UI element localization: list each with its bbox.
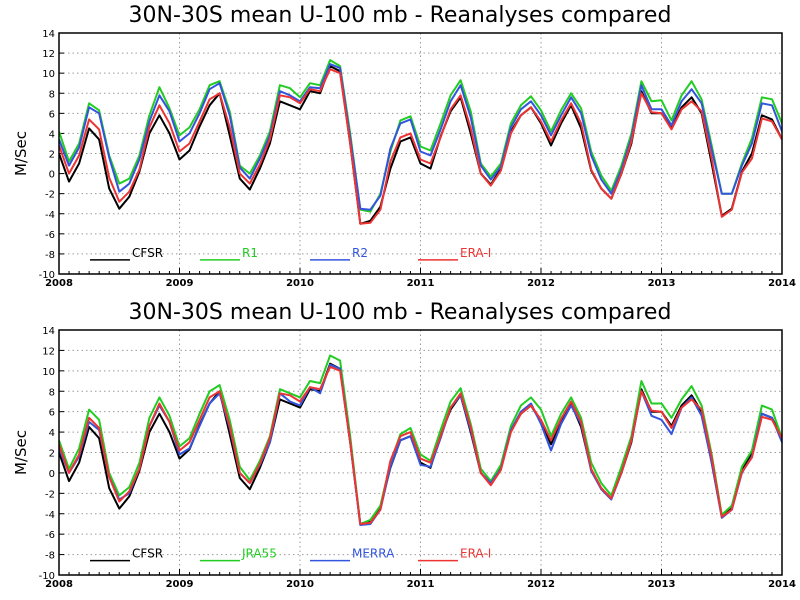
y-tick-label: 0 bbox=[49, 469, 55, 480]
y-tick-label: -4 bbox=[45, 210, 55, 221]
legend-label: JRA55 bbox=[241, 547, 277, 561]
x-tick-label: 2014 bbox=[768, 579, 796, 590]
series-line-r2 bbox=[59, 63, 782, 211]
legend-label: R2 bbox=[352, 246, 368, 260]
y-tick-label: -2 bbox=[45, 190, 55, 201]
chart-title: 30N-30S mean U-100 mb - Reanalyses compa… bbox=[129, 300, 672, 325]
x-tick-label: 2012 bbox=[527, 278, 555, 289]
x-tick-label: 2013 bbox=[648, 278, 676, 289]
y-tick-label: 12 bbox=[42, 49, 55, 60]
x-tick-label: 2008 bbox=[45, 278, 73, 289]
y-tick-label: 0 bbox=[49, 170, 55, 181]
y-tick-label: 12 bbox=[42, 346, 55, 357]
legend-label: ERA-I bbox=[460, 246, 491, 260]
legend-label: ERA-I bbox=[460, 547, 491, 561]
y-tick-label: -4 bbox=[45, 510, 55, 521]
y-tick-label: 8 bbox=[49, 89, 55, 100]
y-tick-label: -8 bbox=[45, 551, 55, 562]
y-tick-label: -2 bbox=[45, 489, 55, 500]
y-tick-label: 6 bbox=[49, 109, 55, 120]
x-tick-label: 2010 bbox=[286, 278, 314, 289]
chart-panel-2: 30N-30S mean U-100 mb - Reanalyses compa… bbox=[12, 300, 796, 590]
y-tick-label: 2 bbox=[49, 449, 55, 460]
series-group bbox=[59, 59, 782, 225]
series-group bbox=[59, 354, 782, 526]
legend-label: CFSR bbox=[132, 547, 163, 561]
y-tick-label: 8 bbox=[49, 387, 55, 398]
x-tick-label: 2008 bbox=[45, 579, 73, 590]
y-axis-label: M/Sec bbox=[12, 131, 30, 176]
x-tick-label: 2010 bbox=[286, 579, 314, 590]
legend-label: CFSR bbox=[132, 246, 163, 260]
series-line-era-i bbox=[59, 68, 782, 225]
y-tick-label: 14 bbox=[42, 326, 55, 337]
y-tick-label: 4 bbox=[49, 428, 55, 439]
y-axis-label: M/Sec bbox=[12, 430, 30, 475]
legend-label: R1 bbox=[242, 246, 258, 260]
y-tick-label: 2 bbox=[49, 150, 55, 161]
x-tick-label: 2009 bbox=[166, 579, 194, 590]
y-tick-label: 6 bbox=[49, 408, 55, 419]
y-tick-label: 10 bbox=[42, 69, 55, 80]
x-tick-label: 2014 bbox=[768, 278, 796, 289]
y-tick-label: -6 bbox=[45, 230, 55, 241]
y-tick-label: 14 bbox=[42, 29, 55, 40]
series-line-r1 bbox=[59, 59, 782, 213]
y-tick-label: -6 bbox=[45, 530, 55, 541]
series-line-era-i bbox=[59, 365, 782, 525]
series-line-cfsr bbox=[59, 362, 782, 525]
x-tick-label: 2009 bbox=[166, 278, 194, 289]
series-line-jra55 bbox=[59, 354, 782, 525]
y-tick-label: 4 bbox=[49, 129, 55, 140]
x-tick-label: 2011 bbox=[407, 278, 435, 289]
y-tick-label: -10 bbox=[39, 571, 55, 582]
series-line-merra bbox=[59, 363, 782, 526]
chart-title: 30N-30S mean U-100 mb - Reanalyses compa… bbox=[129, 3, 672, 28]
x-tick-label: 2011 bbox=[407, 579, 435, 590]
x-tick-label: 2012 bbox=[527, 579, 555, 590]
legend-label: MERRA bbox=[352, 547, 395, 561]
y-tick-label: 10 bbox=[42, 367, 55, 378]
chart-panel-1: 30N-30S mean U-100 mb - Reanalyses compa… bbox=[12, 3, 796, 289]
series-line-cfsr bbox=[59, 65, 782, 225]
plot-frame bbox=[58, 329, 783, 576]
plot-frame bbox=[58, 32, 783, 275]
y-tick-label: -10 bbox=[39, 270, 55, 281]
y-tick-label: -8 bbox=[45, 250, 55, 261]
x-tick-label: 2013 bbox=[648, 579, 676, 590]
